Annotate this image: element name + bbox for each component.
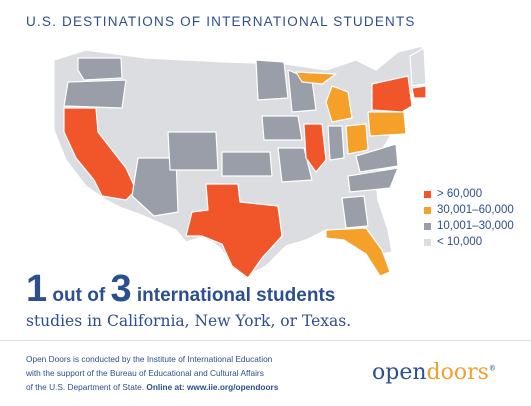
- legend-item: > 60,000: [424, 186, 514, 202]
- state-pennsylvania: [367, 111, 407, 137]
- state-north-carolina: [347, 167, 399, 193]
- legend-item: < 10,000: [424, 234, 514, 250]
- state-massachusetts: [411, 85, 426, 99]
- headline-text: out of: [47, 285, 111, 306]
- headline-number-one: 1: [26, 268, 48, 310]
- legend-label: < 10,000: [437, 236, 483, 248]
- state-washington: [77, 57, 123, 81]
- state-iowa: [261, 115, 303, 141]
- state-california: [63, 107, 137, 201]
- legend-label: > 60,000: [437, 188, 483, 200]
- footer-line: Open Doors is conducted by the Institute…: [26, 354, 273, 364]
- logo-part-open: open: [372, 360, 427, 385]
- legend-label: 30,001–60,000: [437, 204, 514, 216]
- state-texas: [185, 183, 283, 279]
- state-kansas: [221, 151, 273, 177]
- map-title: U.S. DESTINATIONS OF INTERNATIONAL STUDE…: [26, 14, 416, 29]
- state-minnesota: [255, 59, 289, 101]
- state-new-england: [409, 47, 426, 87]
- logo-part-doors: doors: [426, 360, 489, 385]
- footer-line: of the U.S. Department of State. Online …: [26, 380, 326, 394]
- legend-swatch-over-60000: [424, 190, 431, 198]
- state-michigan: [325, 85, 353, 123]
- legend-swatch-30001-60000: [424, 206, 431, 214]
- state-georgia: [341, 195, 369, 229]
- state-oregon: [63, 79, 127, 109]
- headline-number-three: 3: [110, 268, 132, 310]
- footer-url: Online at: www.iie.org/opendoors: [146, 382, 279, 392]
- legend-swatch-under-10000: [424, 238, 431, 246]
- legend-label: 10,001–30,000: [437, 220, 514, 232]
- divider: [0, 340, 531, 341]
- state-virginia: [355, 143, 399, 173]
- opendoors-logo: opendoors®: [372, 360, 496, 385]
- state-michigan-upper: [295, 71, 337, 85]
- state-colorado: [167, 131, 219, 171]
- state-new-york: [371, 75, 413, 113]
- legend-item: 30,001–60,000: [424, 202, 514, 218]
- footer-line-text: of the U.S. Department of State.: [26, 382, 147, 392]
- state-missouri: [277, 147, 313, 183]
- legend-swatch-10001-30000: [424, 222, 431, 230]
- legend-item: 10,001–30,000: [424, 218, 514, 234]
- state-ohio: [345, 123, 369, 155]
- footer-text: Open Doors is conducted by the Institute…: [26, 352, 326, 394]
- footer-line: with the support of the Bureau of Educat…: [26, 368, 264, 378]
- state-illinois: [303, 123, 327, 173]
- subheadline: studies in California, New York, or Texa…: [26, 312, 352, 330]
- headline: 1 out of 3 international students: [26, 268, 335, 311]
- registered-mark: ®: [488, 364, 496, 373]
- state-indiana: [327, 125, 345, 161]
- map-legend: > 60,000 30,001–60,000 10,001–30,000 < 1…: [424, 186, 514, 250]
- state-florida: [325, 227, 391, 277]
- us-map: [53, 45, 426, 279]
- headline-text: international students: [131, 285, 336, 306]
